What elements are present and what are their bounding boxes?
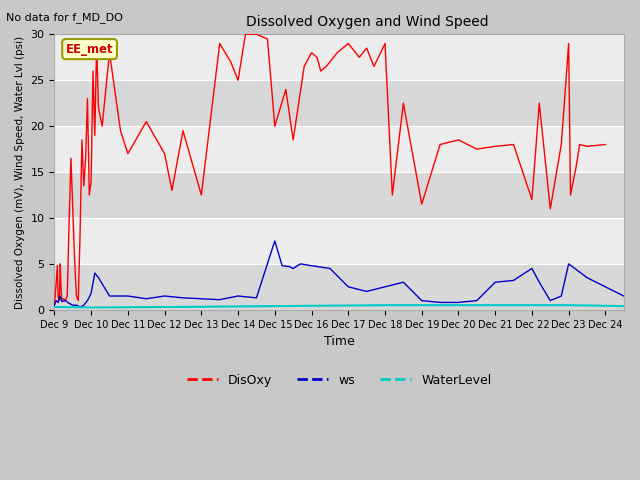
Bar (54, 80, 624, 126)
Bar (54, 172, 624, 218)
Bar (54, 126, 624, 172)
Bar (54, 218, 624, 264)
Bar (54, 35, 624, 80)
Text: EE_met: EE_met (66, 43, 113, 56)
Text: No data for f_MD_DO: No data for f_MD_DO (6, 12, 124, 23)
Legend: DisOxy, ws, WaterLevel: DisOxy, ws, WaterLevel (182, 369, 497, 392)
Title: Dissolved Oxygen and Wind Speed: Dissolved Oxygen and Wind Speed (246, 15, 489, 29)
Y-axis label: Dissolved Oxygen (mV), Wind Speed, Water Lvl (psi): Dissolved Oxygen (mV), Wind Speed, Water… (15, 36, 25, 309)
X-axis label: Time: Time (324, 335, 355, 348)
Bar (54, 264, 624, 310)
